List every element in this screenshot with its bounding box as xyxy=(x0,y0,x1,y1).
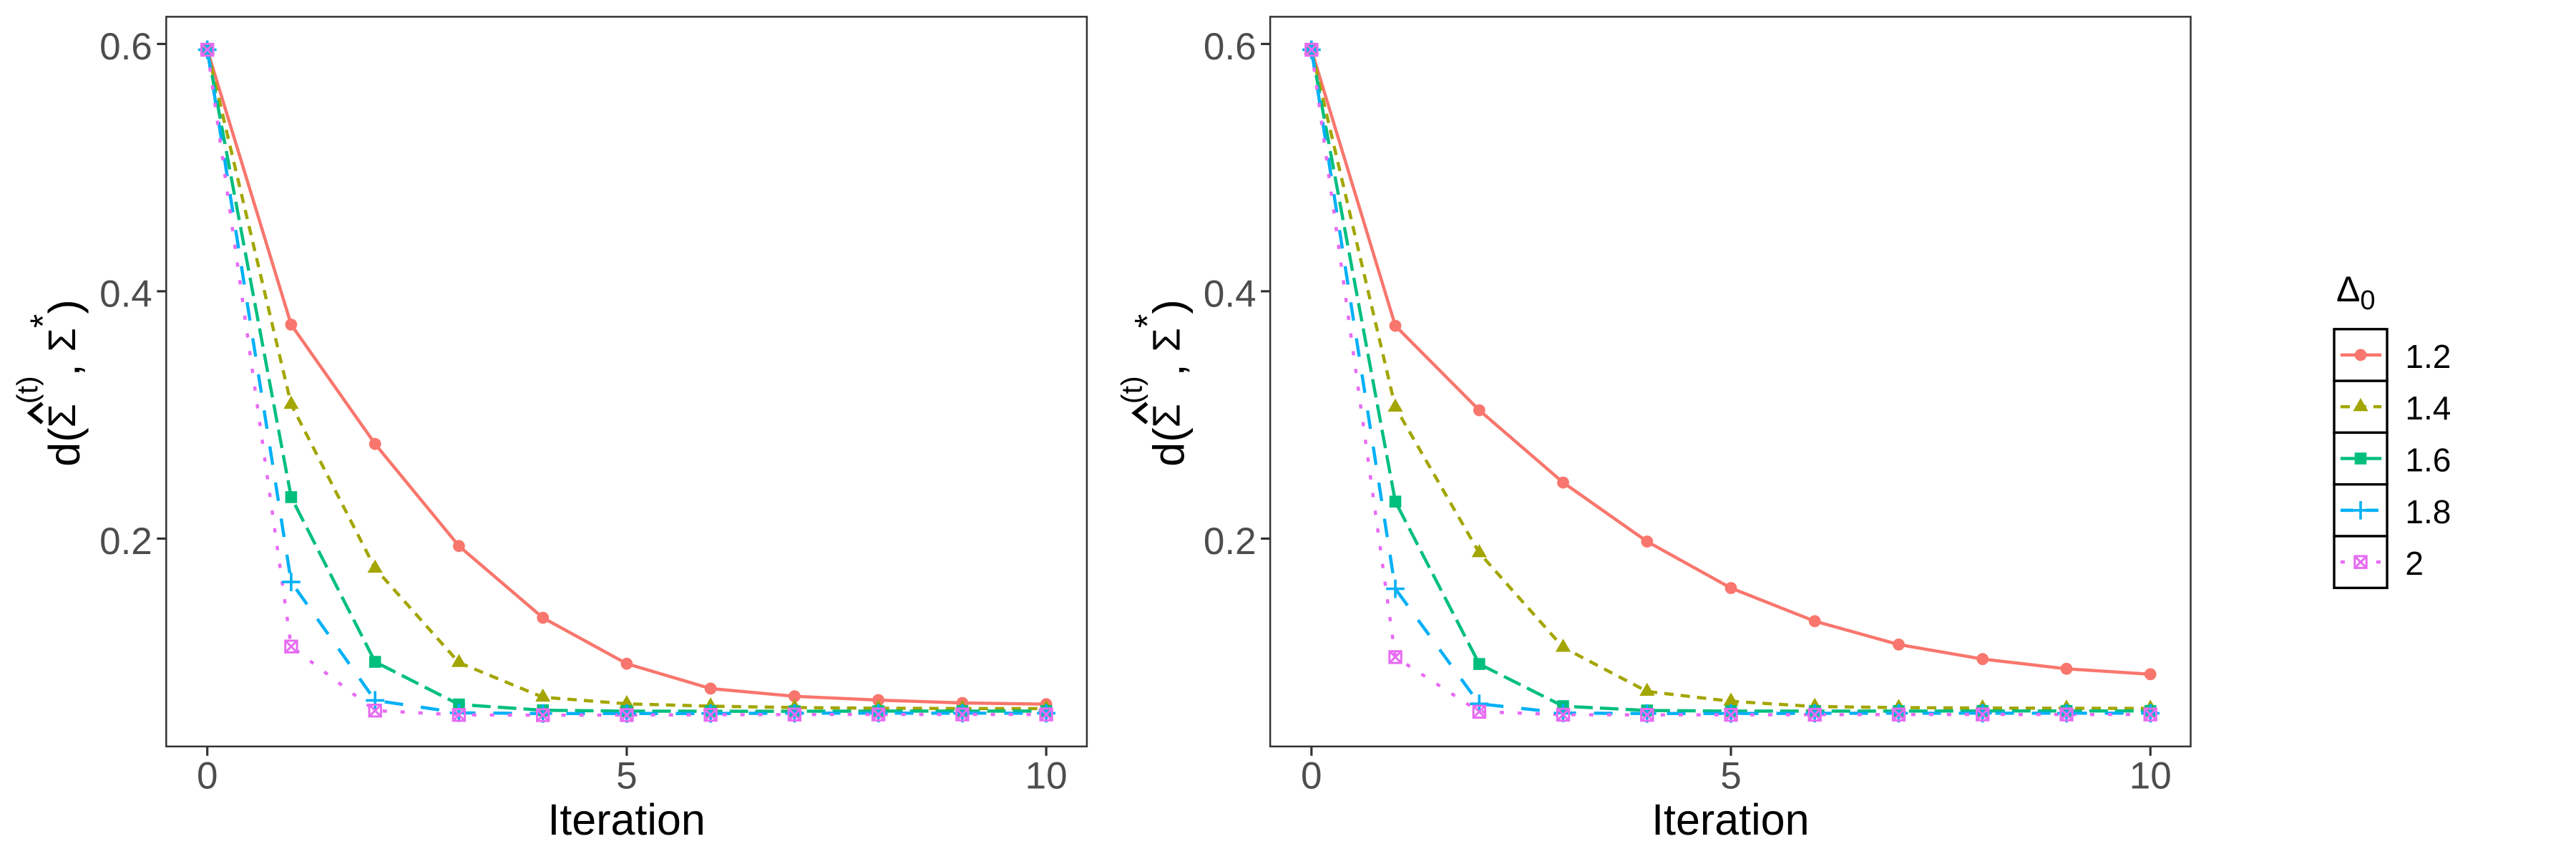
svg-text:Δ0: Δ0 xyxy=(2336,269,2376,316)
svg-text:0.2: 0.2 xyxy=(99,520,152,563)
svg-text:Iteration: Iteration xyxy=(547,795,705,844)
svg-text:10: 10 xyxy=(1025,754,1068,797)
svg-text:0.4: 0.4 xyxy=(1204,273,1257,315)
svg-text:d(Σ(t), Σ*): d(Σ(t), Σ*) xyxy=(11,299,89,466)
svg-text:0.6: 0.6 xyxy=(1204,26,1257,68)
svg-text:10: 10 xyxy=(2129,754,2172,797)
svg-text:0: 0 xyxy=(1301,754,1322,797)
svg-text:5: 5 xyxy=(616,754,637,797)
svg-text:d(Σ(t), Σ*): d(Σ(t), Σ*) xyxy=(1116,299,1194,466)
svg-text:2: 2 xyxy=(2405,545,2424,582)
svg-text:1.2: 1.2 xyxy=(2405,338,2451,375)
svg-text:0.2: 0.2 xyxy=(1204,520,1257,563)
svg-text:0: 0 xyxy=(197,754,218,797)
svg-text:0.4: 0.4 xyxy=(99,273,152,315)
svg-text:1.8: 1.8 xyxy=(2405,493,2451,530)
svg-text:Iteration: Iteration xyxy=(1652,795,1809,844)
svg-text:1.4: 1.4 xyxy=(2405,389,2451,427)
svg-text:0.6: 0.6 xyxy=(99,26,152,68)
svg-text:1.6: 1.6 xyxy=(2405,442,2451,479)
svg-text:5: 5 xyxy=(1720,754,1741,797)
